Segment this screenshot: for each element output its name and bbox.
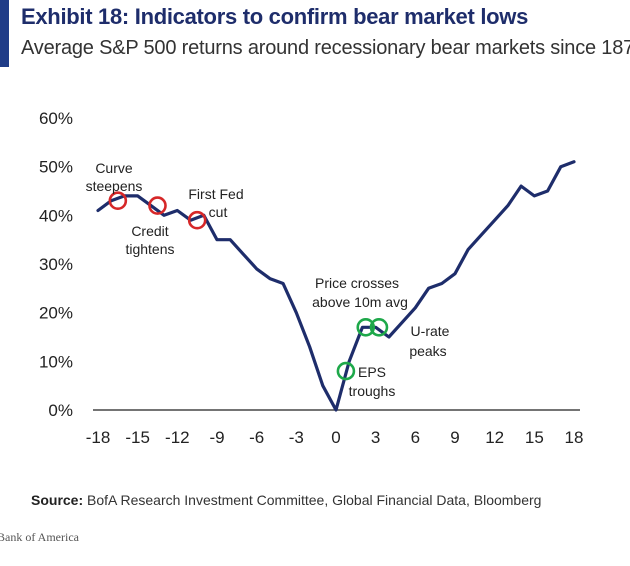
chart-title: Exhibit 18: Indicators to confirm bear m… xyxy=(21,4,529,29)
x-tick-label: 12 xyxy=(485,428,504,447)
source-label: Source: xyxy=(31,492,84,508)
x-tick-label: -3 xyxy=(289,428,304,447)
annotation-u-rate-peaks-line1: U-rate xyxy=(411,323,450,339)
annotation-markers xyxy=(108,191,389,381)
annotation-curve-steepens-line2: steepens xyxy=(86,178,143,194)
y-tick-label: 0% xyxy=(48,401,73,420)
eps-troughs-marker xyxy=(336,361,356,381)
x-tick-label: 9 xyxy=(450,428,459,447)
y-tick-label: 30% xyxy=(39,255,73,274)
price-crosses-above-10m-avg-marker xyxy=(356,317,376,337)
price-crosses-above-10m-avg-marker xyxy=(369,317,389,337)
annotation-u-rate-peaks-line2: peaks xyxy=(409,343,446,359)
annotation-price-crosses-line2: above 10m avg xyxy=(312,294,408,310)
annotation-first-fed-cut-line2: cut xyxy=(209,204,228,220)
annotation-curve-steepens-line1: Curve xyxy=(95,160,133,176)
curve-steepens-marker xyxy=(108,191,128,211)
x-tick-label: -12 xyxy=(165,428,190,447)
title-accent-bar xyxy=(0,0,9,67)
annotation-eps-troughs-line2: troughs xyxy=(349,383,396,399)
x-tick-label: -15 xyxy=(125,428,150,447)
y-axis: 0% 10% 20% 30% 40% 50% 60% xyxy=(39,109,73,420)
y-tick-label: 40% xyxy=(39,206,73,225)
x-tick-label: 0 xyxy=(331,428,340,447)
annotation-credit-tightens-line2: tightens xyxy=(125,241,174,257)
x-tick-label: -6 xyxy=(249,428,264,447)
x-tick-label: -9 xyxy=(209,428,224,447)
x-tick-label: 18 xyxy=(565,428,584,447)
credit-tightens-marker xyxy=(148,196,167,215)
source-text: BofA Research Investment Committee, Glob… xyxy=(87,492,542,508)
x-tick-label: -18 xyxy=(86,428,111,447)
y-tick-label: 50% xyxy=(39,158,73,177)
annotation-credit-tightens-line1: Credit xyxy=(131,223,168,239)
y-tick-label: 60% xyxy=(39,109,73,128)
first-fed-cut-marker xyxy=(187,210,207,230)
annotation-price-crosses-line1: Price crosses xyxy=(315,275,399,291)
y-tick-label: 10% xyxy=(39,352,73,371)
credit-text: Bank of America xyxy=(0,530,79,544)
annotation-first-fed-cut-line1: First Fed xyxy=(188,186,243,202)
annotation-eps-troughs-line1: EPS xyxy=(358,364,386,380)
source-note: Source: BofA Research Investment Committ… xyxy=(31,492,541,508)
x-tick-label: 6 xyxy=(411,428,420,447)
x-axis: -18 -15 -12 -9 -6 -3 0 3 6 9 12 15 18 xyxy=(86,409,584,447)
x-tick-label: 15 xyxy=(525,428,544,447)
annotation-labels: Curve steepens Credit tightens First Fed… xyxy=(86,160,450,399)
chart-subtitle: Average S&P 500 returns around recession… xyxy=(21,37,630,59)
y-tick-label: 20% xyxy=(39,304,73,323)
x-tick-label: 3 xyxy=(371,428,380,447)
